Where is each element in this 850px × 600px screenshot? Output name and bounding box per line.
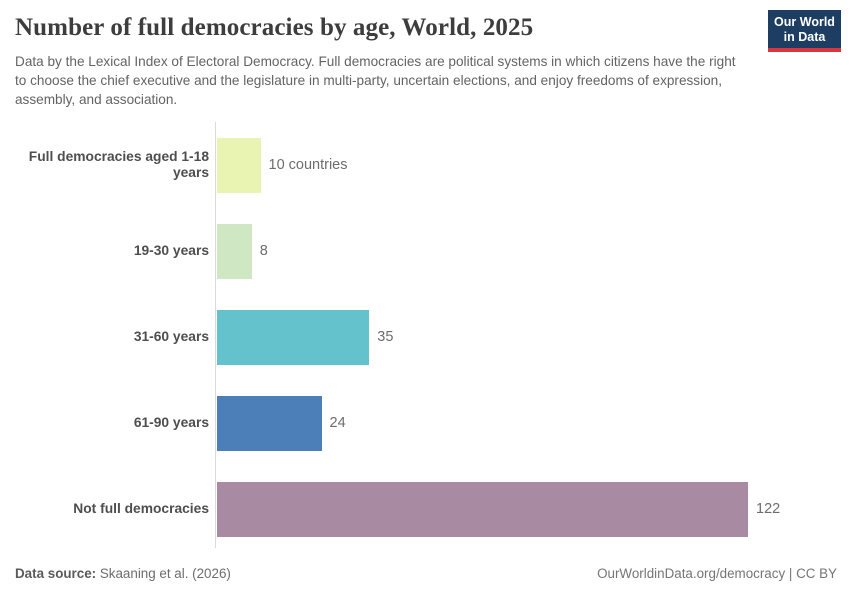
bar-row: Not full democracies 122	[0, 466, 850, 552]
bar-rows: Full democracies aged 1-18 years 10 coun…	[0, 122, 850, 552]
bar[interactable]	[217, 137, 261, 193]
bar[interactable]	[217, 309, 370, 365]
bar-row: 19-30 years 8	[0, 208, 850, 294]
chart-subtitle: Data by the Lexical Index of Electoral D…	[15, 54, 736, 107]
bar-label: 19-30 years	[133, 243, 209, 258]
data-source: Data source: Skaaning et al. (2026)	[15, 566, 231, 581]
bar-label: Not full democracies	[73, 501, 209, 516]
bar-row: Full democracies aged 1-18 years 10 coun…	[0, 122, 850, 208]
bar[interactable]	[217, 223, 252, 279]
owid-logo-text: Our World in Data	[768, 10, 841, 48]
credit-link[interactable]: OurWorldinData.org/democracy | CC BY	[597, 566, 837, 581]
bar-value: 35	[377, 329, 394, 345]
bar-zone: 10 countries	[215, 137, 850, 193]
bar[interactable]	[217, 395, 322, 451]
data-source-value: Skaaning et al. (2026)	[96, 566, 231, 581]
bar-value: 24	[329, 415, 346, 431]
bar-row: 31-60 years 35	[0, 294, 850, 380]
owid-logo-line2: in Data	[783, 29, 826, 44]
bar-value: 10 countries	[268, 157, 348, 173]
bar-value: 122	[756, 501, 781, 517]
bar-label: 61-90 years	[133, 415, 209, 430]
owid-logo-line1: Our World	[774, 15, 835, 29]
bar-label: 31-60 years	[133, 329, 209, 344]
bar-label: Full democracies aged 1-18 years	[28, 149, 209, 180]
data-source-label: Data source:	[15, 566, 97, 581]
bar-chart: Full democracies aged 1-18 years 10 coun…	[0, 122, 850, 552]
bar-zone: 122	[215, 481, 850, 537]
bar-zone: 24	[215, 395, 850, 451]
y-axis-line	[215, 122, 216, 548]
owid-logo-red-strip	[768, 48, 841, 52]
chart-footer: Data source: Skaaning et al. (2026) OurW…	[15, 566, 837, 581]
bar-row: 61-90 years 24	[0, 380, 850, 466]
bar[interactable]	[217, 481, 748, 537]
bar-zone: 35	[215, 309, 850, 365]
bar-zone: 8	[215, 223, 850, 279]
owid-logo[interactable]: Our World in Data	[768, 10, 841, 52]
page-title: Number of full democracies by age, World…	[15, 14, 534, 41]
bar-value: 8	[259, 243, 268, 259]
